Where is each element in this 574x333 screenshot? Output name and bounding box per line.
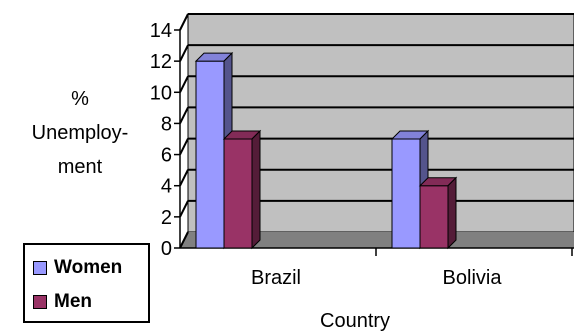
legend-item-women: Women bbox=[33, 257, 122, 279]
legend-swatch-men bbox=[33, 295, 47, 309]
gridline-slant bbox=[179, 75, 189, 93]
legend-item-men: Men bbox=[33, 291, 92, 313]
bar-front bbox=[419, 185, 449, 249]
y-tick-label: 10 bbox=[150, 82, 172, 104]
bar-front bbox=[223, 138, 253, 249]
gridline-slant bbox=[179, 231, 189, 249]
bar-front bbox=[391, 138, 421, 249]
y-tick-label: 2 bbox=[161, 207, 172, 229]
bars bbox=[194, 51, 458, 250]
gridline-slant bbox=[179, 200, 189, 218]
gridline-slant bbox=[179, 169, 189, 187]
y-tick-label: 6 bbox=[161, 145, 172, 167]
x-axis-label: Country bbox=[320, 310, 391, 332]
bar-side bbox=[251, 129, 261, 250]
x-tick-label: Brazil bbox=[251, 267, 301, 289]
y-axis-label-line-2: Unemploy- bbox=[31, 122, 129, 144]
legend-label-men: Men bbox=[54, 291, 92, 312]
bar-men-bolivia bbox=[418, 176, 458, 250]
y-ticks: 0 2 4 6 8 10 12 14 bbox=[150, 20, 180, 260]
floor bbox=[180, 232, 574, 248]
legend-label-women: Women bbox=[54, 257, 123, 278]
y-tick-label: 4 bbox=[161, 176, 172, 198]
x-tick-label: Bolivia bbox=[443, 267, 503, 289]
bar-men-brazil bbox=[222, 129, 262, 250]
gridline-slant bbox=[179, 138, 189, 156]
bar-side bbox=[447, 176, 457, 250]
gridline-slant bbox=[179, 106, 189, 124]
y-tick-label: 12 bbox=[150, 51, 172, 73]
bar-front bbox=[195, 60, 225, 249]
gridline-slant bbox=[179, 44, 189, 62]
gridline-slant bbox=[179, 13, 189, 31]
y-tick-label: 14 bbox=[150, 20, 172, 42]
x-ticks: Brazil Bolivia bbox=[251, 248, 573, 289]
legend: Women Men bbox=[23, 243, 150, 323]
y-axis-label-line-1: % bbox=[71, 88, 89, 110]
y-axis-label-line-3: ment bbox=[57, 156, 103, 178]
y-tick-label: 0 bbox=[161, 238, 172, 260]
legend-swatch-women bbox=[33, 261, 47, 275]
y-tick-label: 8 bbox=[161, 113, 172, 135]
